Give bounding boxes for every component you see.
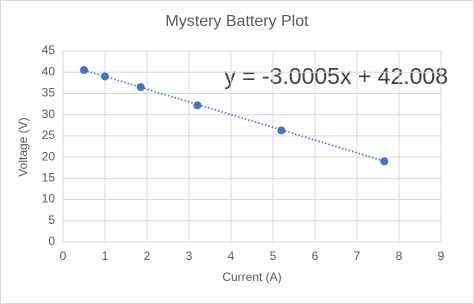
y-tick-label: 25	[42, 128, 56, 142]
chart-title: Mystery Battery Plot	[165, 13, 309, 30]
x-tick-label: 0	[60, 249, 67, 263]
y-tick-label: 20	[42, 149, 56, 163]
x-tick-label: 9	[438, 249, 445, 263]
data-point	[80, 66, 88, 75]
y-tick-label: 15	[42, 171, 56, 185]
y-tick-label: 40	[42, 64, 56, 78]
data-point	[380, 157, 389, 166]
data-point	[193, 101, 202, 110]
y-tick-label: 5	[48, 213, 55, 227]
data-point	[277, 126, 286, 135]
x-tick-label: 2	[144, 249, 151, 263]
x-tick-label: 8	[396, 249, 403, 263]
y-tick-label: 45	[42, 43, 56, 57]
y-axis-label: Voltage (V)	[16, 117, 30, 176]
x-tick-label: 5	[270, 249, 277, 263]
y-tick-label: 10	[42, 192, 56, 206]
data-point	[101, 72, 109, 81]
y-tick-label: 35	[42, 86, 56, 100]
x-tick-label: 4	[228, 249, 235, 263]
trendline-equation: y = -3.0005x + 42.008	[224, 63, 448, 89]
x-axis-label: Current (A)	[222, 270, 281, 284]
data-point	[136, 83, 145, 92]
x-tick-label: 6	[312, 249, 319, 263]
x-tick-label: 7	[354, 249, 361, 263]
x-tick-label: 1	[102, 249, 109, 263]
x-tick-label: 3	[186, 249, 193, 263]
y-tick-label: 0	[48, 234, 55, 248]
y-tick-label: 30	[42, 107, 56, 121]
